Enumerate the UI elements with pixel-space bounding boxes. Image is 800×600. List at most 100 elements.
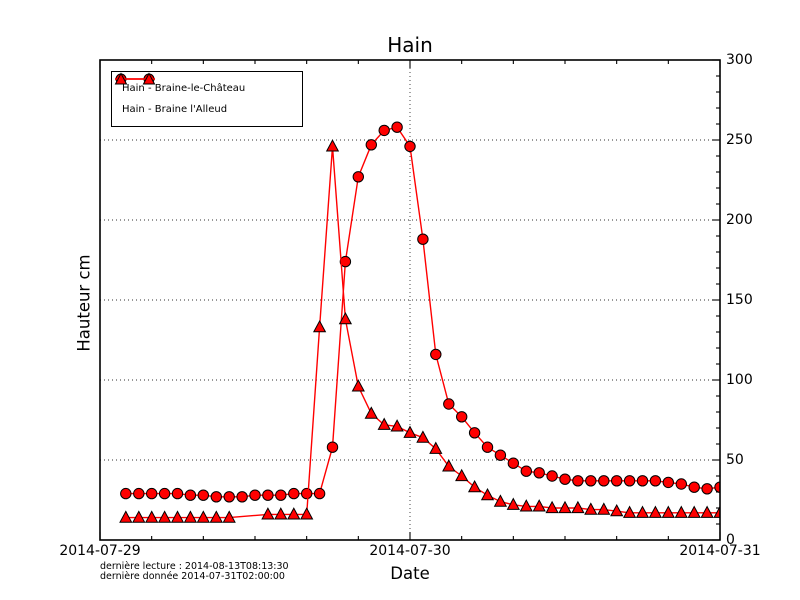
data-point-circle [184, 489, 197, 501]
data-point-triangle [532, 499, 546, 512]
data-point-triangle [403, 425, 417, 438]
data-point-circle [197, 489, 210, 501]
y-tick-label: 50 [726, 452, 744, 468]
y-tick-label: 300 [726, 52, 753, 68]
data-point-triangle [119, 510, 133, 523]
footnote-derniere-donnee: dernière donnée 2014-07-31T02:00:00 [100, 571, 285, 582]
data-point-circle [146, 487, 158, 500]
data-point-triangle [584, 502, 598, 515]
data-point-circle [585, 475, 597, 487]
data-point-circle [533, 467, 545, 479]
data-point-triangle [274, 507, 288, 520]
data-point-triangle [558, 500, 572, 514]
data-point-triangle [519, 499, 533, 512]
series-line [125, 146, 720, 519]
data-point-triangle [209, 510, 223, 523]
data-point-triangle [300, 507, 314, 520]
data-point-triangle [364, 406, 378, 419]
data-point-triangle [145, 510, 159, 523]
x-axis-label: Date [390, 564, 430, 583]
data-point-triangle [351, 379, 365, 392]
data-point-circle [275, 489, 287, 501]
data-point-circle [546, 470, 558, 482]
data-point-triangle [222, 510, 236, 523]
legend-triangle-marker-icon [114, 72, 156, 85]
data-point-circle [404, 140, 416, 153]
data-point-triangle [132, 510, 146, 523]
data-point-circle [481, 441, 494, 453]
data-point-triangle [467, 479, 482, 493]
data-point-triangle [661, 505, 675, 518]
legend-label-braine-l-alleud: Hain - Braine l'Alleud [122, 103, 228, 115]
legend-item-braine-l-alleud: Hain - Braine l'Alleud [114, 72, 302, 115]
footnotes: dernière lecture : 2014-08-13T08:13:30 d… [100, 562, 289, 582]
data-point-triangle [571, 500, 585, 514]
legend-label-braine-le-chateau: Hain - Braine-le-Château [122, 83, 246, 95]
data-point-circle [559, 473, 571, 485]
data-point-circle [507, 457, 519, 469]
data-point-triangle [687, 505, 701, 518]
data-point-triangle [429, 441, 443, 454]
series-braine-le-chateau [120, 121, 720, 503]
data-point-triangle [545, 500, 559, 514]
data-point-circle [365, 139, 377, 151]
data-point-triangle [287, 507, 301, 520]
data-point-triangle [170, 510, 185, 523]
data-point-triangle [635, 505, 650, 518]
chart-title: Hain [387, 33, 433, 57]
data-point-triangle [325, 139, 340, 152]
x-tick-label: 2014-07-29 [59, 543, 141, 559]
data-point-circle [301, 487, 313, 500]
data-point-triangle [648, 505, 663, 518]
data-point-triangle [622, 505, 637, 518]
y-axis-label: Hauteur cm [74, 254, 94, 352]
data-point-circle [326, 441, 339, 453]
data-point-circle [352, 171, 364, 183]
data-point-triangle [455, 468, 469, 482]
data-point-circle [120, 487, 132, 500]
data-point-circle [520, 465, 532, 477]
data-point-triangle [700, 505, 714, 518]
data-point-circle [378, 124, 390, 137]
data-point-triangle [157, 510, 172, 523]
data-point-circle [675, 478, 687, 490]
data-point-triangle [442, 459, 456, 472]
data-point-circle [598, 475, 610, 487]
footnote-derniere-lecture: dernière lecture : 2014-08-13T08:13:30 [100, 561, 289, 572]
data-point-circle [443, 398, 455, 410]
x-tick-label: 2014-07-31 [679, 543, 761, 559]
data-point-circle [649, 475, 662, 487]
data-point-triangle [377, 417, 391, 430]
data-point-triangle [338, 311, 353, 325]
y-tick-label: 100 [726, 372, 753, 388]
series-braine-l-alleud [119, 139, 720, 523]
x-tick-label: 2014-07-30 [369, 543, 451, 559]
data-point-triangle [480, 487, 495, 501]
data-point-circle [688, 481, 700, 493]
data-point-triangle [196, 510, 210, 523]
data-point-circle [468, 427, 481, 439]
data-point-triangle [493, 494, 508, 507]
data-point-circle [210, 491, 223, 503]
data-point-circle [456, 411, 468, 423]
data-point-triangle [674, 505, 688, 518]
data-point-circle [158, 487, 171, 500]
data-point-circle [611, 475, 623, 487]
data-point-triangle [506, 497, 520, 510]
data-point-circle [133, 487, 145, 500]
data-point-circle [249, 489, 261, 501]
data-point-triangle [183, 510, 198, 523]
y-tick-label: 250 [726, 132, 753, 148]
data-point-triangle [597, 502, 611, 515]
data-point-circle [572, 475, 584, 487]
data-point-circle [701, 483, 713, 495]
data-point-circle [417, 233, 429, 245]
data-point-triangle [610, 503, 624, 517]
data-point-circle [288, 487, 300, 500]
data-point-circle [236, 491, 248, 503]
data-point-circle [494, 449, 507, 461]
y-tick-label: 0 [726, 532, 735, 548]
data-point-circle [391, 121, 403, 133]
y-tick-label: 150 [726, 292, 753, 308]
